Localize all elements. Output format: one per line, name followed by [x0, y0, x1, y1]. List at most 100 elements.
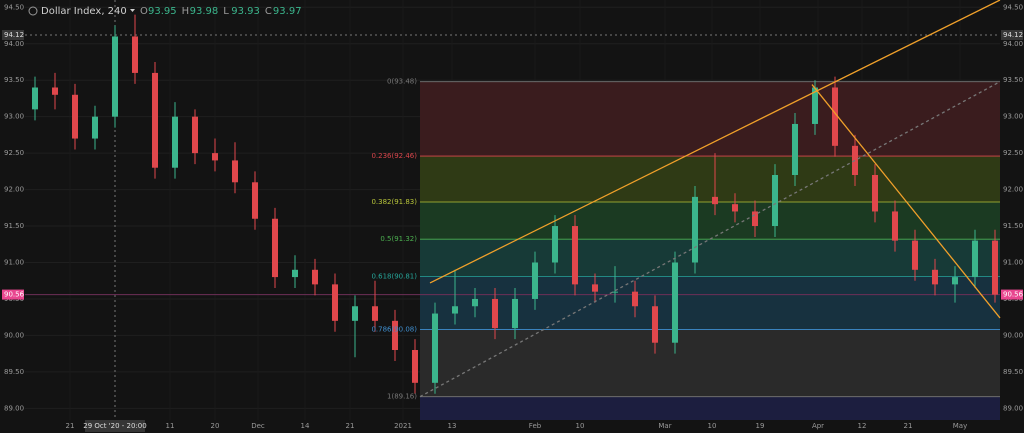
candle-body: [212, 153, 218, 161]
candle-body: [952, 277, 958, 285]
candle-body: [452, 306, 458, 314]
last-price-box-right: [1001, 289, 1023, 300]
x-tick-label: Dec: [251, 422, 265, 430]
x-tick-label: 10: [576, 422, 585, 430]
x-tick-label: Mar: [658, 422, 671, 430]
header: Dollar Index, 240 O 93.95 H 93.98 L 93.93 C 93.…: [28, 6, 302, 17]
candle-body: [312, 269, 318, 285]
fib-level-label: 0.618(90.81): [371, 272, 417, 280]
trend-line: [429, 0, 1001, 284]
y-tick-label-right: 94.50: [1003, 3, 1023, 11]
x-tick-label: 13: [448, 422, 457, 430]
symbol-title[interactable]: Dollar Index, 240: [41, 6, 127, 17]
fib-level-label: 0(93.48): [387, 78, 417, 86]
candle-body: [492, 298, 498, 329]
candle-body: [612, 291, 618, 293]
y-tick-label-left: 91.50: [4, 222, 24, 230]
y-tick-label-left: 89.50: [4, 368, 24, 376]
fib-band: [420, 239, 1000, 277]
y-tick-label-right: 89.00: [1003, 404, 1023, 412]
y-tick-label-left: 94.50: [4, 3, 24, 11]
y-tick-label-right: 94.00: [1003, 40, 1023, 48]
y-tick-label-right: 92.00: [1003, 186, 1023, 194]
ohlc-key: H: [182, 6, 190, 17]
x-tick-label: 12: [858, 422, 867, 430]
last-price-label-left: 90.56: [4, 291, 25, 299]
candle-body: [32, 87, 38, 110]
candle-body: [432, 313, 438, 383]
x-tick-label: 14: [301, 422, 310, 430]
candle-body: [352, 306, 358, 321]
candle-body: [192, 116, 198, 154]
candle-body: [92, 116, 98, 139]
fib-level-label: 1(89.16): [387, 393, 417, 401]
candle-body: [472, 298, 478, 307]
y-tick-label-right: 93.50: [1003, 76, 1023, 84]
candle-body: [272, 218, 278, 278]
candle-body: [732, 204, 738, 212]
crosshair-y-label-left: 94.12: [4, 31, 24, 39]
candle-body: [792, 123, 798, 175]
y-tick-label-left: 89.00: [4, 404, 24, 412]
candle-body: [72, 94, 78, 139]
fib-band: [420, 201, 1000, 240]
candle-body: [892, 211, 898, 241]
ohlc-value: 93.97: [273, 6, 302, 17]
y-tick-label-left: 91.00: [4, 259, 24, 267]
fib-band: [420, 276, 1000, 330]
fib-band: [420, 156, 1000, 202]
x-tick-label: 21: [346, 422, 355, 430]
y-tick-label-right: 89.50: [1003, 368, 1023, 376]
candle-body: [412, 350, 418, 383]
axis-layer: 89.0089.0089.5089.5090.0090.0090.5090.50…: [2, 3, 1024, 432]
candle-body: [592, 284, 598, 292]
last-price-label-right: 90.56: [1003, 291, 1024, 299]
ohlc-header: O 93.95 H 93.98 L 93.93 C 93.97: [140, 6, 302, 17]
candle-body: [112, 36, 118, 117]
candle-body: [252, 182, 258, 219]
fib-band: [420, 396, 1000, 420]
ohlc-key: C: [265, 6, 272, 17]
y-tick-label-left: 93.00: [4, 113, 24, 121]
y-tick-label-left: 92.00: [4, 186, 24, 194]
candle-body: [692, 196, 698, 263]
ohlc-value: 93.95: [148, 6, 177, 17]
last-price-box-left: [2, 289, 24, 300]
dropdown-caret[interactable]: [130, 9, 135, 12]
header-icon[interactable]: [28, 6, 38, 16]
fib-layer: [420, 81, 1000, 420]
fib-band: [420, 329, 1000, 397]
x-axis-strip: [0, 420, 1024, 433]
candle-body: [52, 87, 58, 95]
candle-body: [152, 72, 158, 168]
candle-body: [812, 87, 818, 124]
candle-body: [972, 240, 978, 278]
candle-body: [572, 226, 578, 285]
y-tick-label-left: 92.50: [4, 149, 24, 157]
candle-body: [552, 226, 558, 263]
y-tick-label-left: 90.00: [4, 331, 24, 339]
trend-line: [419, 81, 1001, 398]
candle-body: [872, 175, 878, 212]
candle-body: [532, 262, 538, 299]
y-tick-label-left: 93.50: [4, 76, 24, 84]
x-tick-label: 21: [904, 422, 913, 430]
fib-level-label: 0.236(92.46): [371, 152, 417, 160]
candle-body: [852, 145, 858, 175]
candle-body: [132, 36, 138, 73]
candle-body: [992, 240, 998, 295]
candle-body: [172, 116, 178, 168]
crosshair-x-label: 29 Oct '20 - 20:00: [83, 422, 146, 430]
candle-body: [232, 160, 238, 183]
x-tick-label: 19: [756, 422, 765, 430]
candle-body: [512, 298, 518, 329]
y-tick-label-left: 94.00: [4, 40, 24, 48]
candle-body: [712, 196, 718, 205]
candle-body: [672, 262, 678, 343]
ohlc-value: 93.98: [190, 6, 219, 17]
candle-body: [652, 306, 658, 343]
x-tick-label: Feb: [529, 422, 542, 430]
x-tick-label: 11: [166, 422, 175, 430]
candle-body: [332, 284, 338, 321]
